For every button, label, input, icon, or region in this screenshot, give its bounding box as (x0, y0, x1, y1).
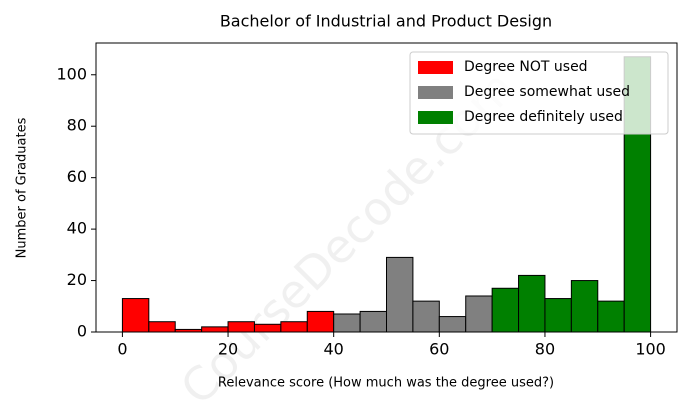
x-tick-label: 20 (218, 340, 238, 359)
bar (518, 274, 546, 333)
chart-title: Bachelor of Industrial and Product Desig… (220, 12, 552, 31)
bar (386, 256, 414, 333)
x-tick-label: 80 (535, 340, 555, 359)
y-tick-label: 20 (67, 270, 87, 289)
bar (227, 321, 255, 333)
x-tick-label: 100 (635, 340, 666, 359)
bar (544, 298, 572, 333)
y-tick-label: 0 (77, 322, 87, 341)
x-tick-label: 0 (117, 340, 127, 359)
legend-swatch (418, 61, 453, 74)
bar (148, 321, 176, 333)
x-axis-label: Relevance score (How much was the degree… (218, 376, 554, 391)
y-tick-label: 100 (56, 64, 87, 83)
bar (280, 321, 308, 333)
bar (201, 326, 229, 333)
bar (491, 287, 520, 333)
plot-frame (95, 42, 678, 333)
bar (412, 300, 440, 333)
bar (597, 300, 625, 333)
legend-swatch (418, 86, 453, 99)
bar (438, 316, 467, 333)
bar (253, 323, 282, 333)
y-tick-label: 40 (67, 219, 87, 238)
y-tick-label: 60 (67, 167, 87, 186)
legend-box (409, 51, 669, 135)
y-tick-label: 80 (67, 116, 87, 135)
bar (359, 310, 388, 333)
bar (465, 295, 493, 333)
legend-label: Degree somewhat used (464, 84, 630, 100)
legend-label: Degree NOT used (464, 59, 588, 75)
x-tick-label: 60 (429, 340, 449, 359)
x-tick-label: 40 (324, 340, 344, 359)
legend-swatch (418, 111, 453, 124)
bar (570, 280, 599, 333)
legend-label: Degree definitely used (464, 109, 623, 125)
bar (121, 298, 150, 333)
y-axis-label: Number of Graduates (15, 117, 30, 258)
bar (333, 313, 361, 333)
bar (306, 310, 335, 333)
